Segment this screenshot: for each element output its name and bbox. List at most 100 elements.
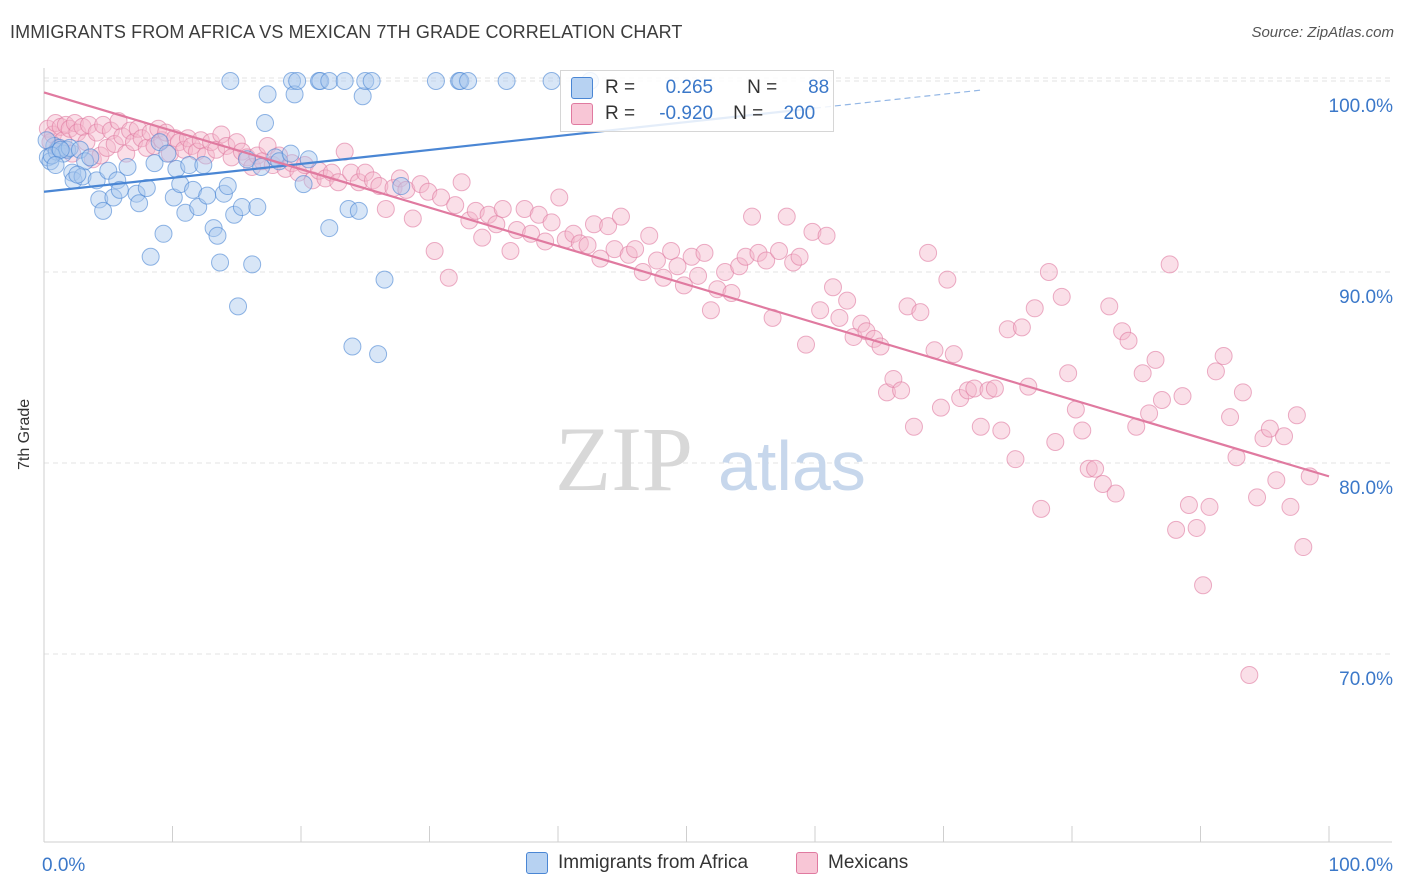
data-point-mexicans bbox=[578, 236, 597, 255]
bottom-legend: Immigrants from Africa Mexicans bbox=[0, 852, 1406, 878]
data-point-mexicans bbox=[1206, 362, 1225, 381]
data-point-mexicans bbox=[403, 209, 422, 228]
data-point-africa bbox=[104, 188, 123, 207]
data-point-mexicans bbox=[446, 196, 465, 215]
y-tick-label: 90.0% bbox=[1339, 287, 1393, 308]
watermark: ZIP atlas bbox=[555, 408, 866, 510]
data-point-africa bbox=[353, 87, 372, 106]
data-point-mexicans bbox=[904, 417, 923, 436]
data-point-mexicans bbox=[817, 226, 836, 245]
data-point-africa bbox=[288, 72, 307, 90]
data-point-mexicans bbox=[452, 173, 471, 192]
data-point-africa bbox=[343, 337, 362, 356]
data-point-africa bbox=[198, 186, 217, 205]
legend-item-africa[interactable]: Immigrants from Africa bbox=[526, 852, 748, 874]
data-point-mexicans bbox=[1221, 408, 1240, 427]
data-point-mexicans bbox=[790, 247, 809, 266]
data-point-africa bbox=[362, 72, 381, 90]
data-point-mexicans bbox=[439, 268, 458, 287]
data-point-mexicans bbox=[1119, 331, 1138, 350]
data-point-mexicans bbox=[1173, 387, 1192, 406]
data-point-mexicans bbox=[1059, 364, 1078, 383]
data-point-africa bbox=[208, 226, 227, 245]
data-point-mexicans bbox=[1240, 666, 1259, 685]
data-point-mexicans bbox=[376, 199, 395, 218]
data-point-mexicans bbox=[1152, 390, 1171, 409]
data-point-mexicans bbox=[79, 115, 98, 134]
data-point-mexicans bbox=[101, 121, 120, 140]
data-point-mexicans bbox=[1187, 518, 1206, 537]
data-point-africa bbox=[369, 345, 388, 364]
legend-r-label: R = bbox=[605, 77, 636, 98]
data-point-africa bbox=[81, 148, 100, 167]
data-point-mexicans bbox=[1073, 421, 1092, 440]
y-tick-label: 80.0% bbox=[1339, 478, 1393, 499]
legend-swatch-africa bbox=[526, 852, 548, 874]
data-point-mexicans bbox=[1106, 484, 1125, 503]
data-point-mexicans bbox=[1113, 322, 1132, 341]
data-point-mexicans bbox=[695, 243, 714, 262]
source-label: Source: ZipAtlas.com bbox=[1251, 24, 1394, 41]
watermark-zip: ZIP bbox=[555, 408, 693, 510]
data-point-mexicans bbox=[501, 241, 520, 260]
data-point-mexicans bbox=[432, 188, 451, 207]
data-point-mexicans bbox=[87, 123, 106, 142]
data-point-mexicans bbox=[1012, 318, 1031, 337]
data-point-mexicans bbox=[356, 163, 375, 182]
scatter-points bbox=[37, 72, 1319, 685]
data-point-mexicans bbox=[611, 207, 630, 226]
data-point-mexicans bbox=[564, 224, 583, 243]
data-point-mexicans bbox=[965, 379, 984, 398]
x-tick-label: 100.0% bbox=[1329, 855, 1394, 876]
data-point-africa bbox=[46, 156, 65, 175]
data-point-africa bbox=[218, 177, 237, 196]
data-point-africa bbox=[70, 140, 89, 159]
data-point-africa bbox=[51, 140, 70, 159]
data-point-africa bbox=[248, 198, 267, 217]
data-point-mexicans bbox=[838, 291, 857, 310]
data-point-mexicans bbox=[938, 270, 957, 289]
data-point-mexicans bbox=[757, 251, 776, 270]
data-point-mexicans bbox=[979, 381, 998, 400]
data-point-mexicans bbox=[1032, 499, 1051, 518]
data-point-mexicans bbox=[1146, 350, 1165, 369]
data-point-africa bbox=[94, 201, 113, 220]
chart-title: IMMIGRANTS FROM AFRICA VS MEXICAN 7TH GR… bbox=[10, 22, 683, 42]
data-point-mexicans bbox=[1287, 406, 1306, 425]
data-point-africa bbox=[68, 165, 87, 184]
data-point-mexicans bbox=[992, 421, 1011, 440]
data-point-mexicans bbox=[830, 308, 849, 327]
data-point-mexicans bbox=[811, 301, 830, 320]
data-point-africa bbox=[299, 150, 318, 169]
data-point-mexicans bbox=[944, 345, 963, 364]
data-point-africa bbox=[294, 175, 313, 194]
data-point-mexicans bbox=[411, 175, 430, 194]
legend-r-label: R = bbox=[605, 103, 636, 124]
data-point-africa bbox=[229, 297, 248, 316]
data-point-mexicans bbox=[647, 251, 666, 270]
legend-r-value: -0.920 bbox=[659, 103, 714, 124]
data-point-mexicans bbox=[951, 389, 970, 408]
data-point-mexicans bbox=[1079, 459, 1098, 478]
data-point-mexicans bbox=[626, 240, 645, 259]
data-point-africa bbox=[320, 72, 339, 90]
axes bbox=[43, 68, 1392, 843]
data-point-mexicans bbox=[1052, 287, 1071, 306]
y-tick-label: 70.0% bbox=[1339, 669, 1393, 690]
legend-item-mexicans[interactable]: Mexicans bbox=[796, 852, 908, 874]
legend-n-label: N = bbox=[733, 103, 764, 124]
data-point-mexicans bbox=[998, 320, 1017, 339]
data-point-mexicans bbox=[1167, 520, 1186, 539]
data-point-africa bbox=[335, 72, 354, 90]
data-point-mexicans bbox=[1160, 255, 1179, 274]
data-point-africa bbox=[137, 178, 156, 197]
data-point-mexicans bbox=[743, 207, 762, 226]
data-point-africa bbox=[221, 72, 240, 90]
data-point-mexicans bbox=[749, 243, 768, 262]
data-point-mexicans bbox=[1214, 347, 1233, 366]
data-point-mexicans bbox=[1140, 404, 1159, 423]
data-point-africa bbox=[497, 72, 516, 90]
legend-row-africa: R = 0.265 N = 88 bbox=[571, 76, 829, 100]
data-point-africa bbox=[194, 156, 213, 175]
data-point-africa bbox=[542, 72, 561, 90]
